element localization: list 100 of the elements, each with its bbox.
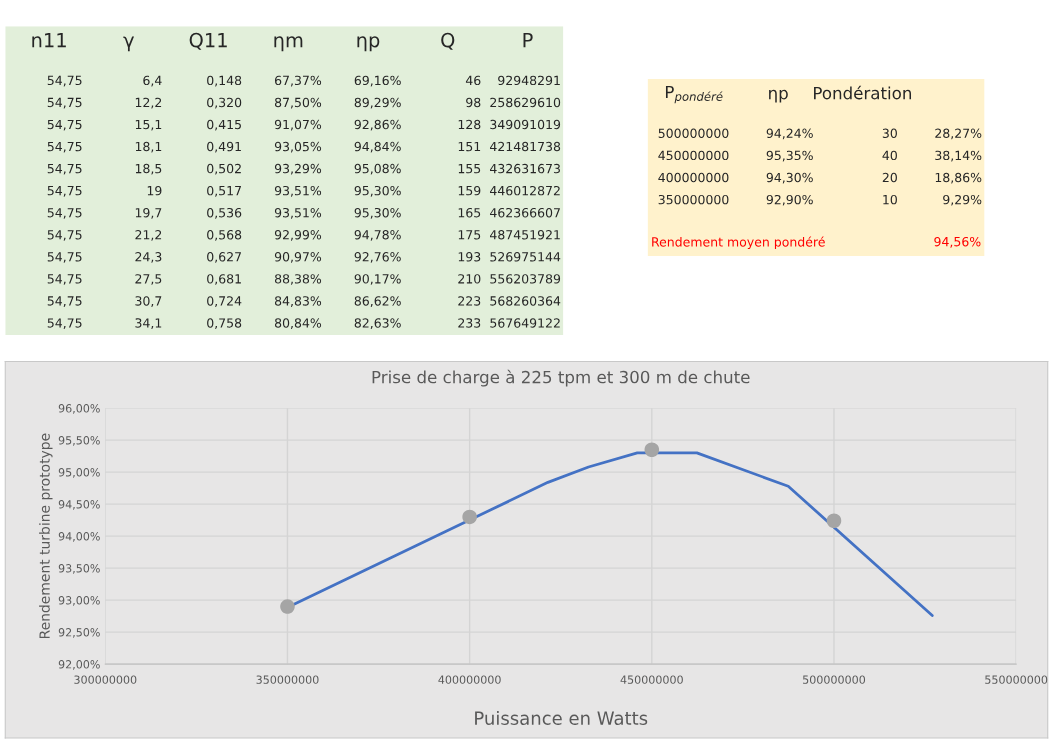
- text: 54,75: [47, 230, 82, 241]
- text: 165: [458, 207, 481, 218]
- text: 0,536: [207, 207, 242, 219]
- x-tick-label: 300000000: [74, 675, 137, 684]
- text: 0,758: [207, 318, 242, 329]
- text: 15,1: [135, 119, 162, 131]
- text: 92,99%: [274, 230, 322, 241]
- category-label: P: [523, 32, 533, 48]
- text: 28,27%: [935, 128, 982, 140]
- text: 92,76%: [354, 252, 401, 263]
- text: 19,7: [135, 207, 162, 219]
- text: 92948291: [498, 75, 560, 86]
- text: 233: [458, 318, 481, 328]
- text: 18,86%: [935, 172, 982, 184]
- point: [462, 509, 477, 525]
- text: 12,2: [135, 97, 162, 109]
- text: 94,30%: [766, 172, 813, 184]
- text: 94,84%: [354, 141, 401, 153]
- point: [644, 442, 660, 458]
- text: 0,568: [207, 230, 242, 241]
- y-tick-label: 95,00%: [58, 468, 100, 478]
- text: 450000000: [658, 150, 729, 161]
- text: 30: [882, 128, 897, 138]
- text: 0,502: [207, 163, 241, 175]
- text: 89,29%: [354, 97, 401, 109]
- text: 556203789: [490, 274, 561, 284]
- text: 432631673: [490, 163, 560, 174]
- text: 155: [458, 164, 481, 174]
- text: 54,75: [47, 296, 82, 307]
- text: 151: [458, 141, 481, 152]
- text: 54,75: [47, 274, 82, 285]
- text: 567649122: [490, 318, 560, 328]
- text: 90,97%: [274, 252, 322, 263]
- text: 446012872: [490, 185, 560, 196]
- x-tick-label: 450000000: [620, 675, 683, 684]
- text: 80,84%: [274, 318, 322, 329]
- text: 193: [458, 252, 481, 262]
- text: 210: [458, 274, 481, 284]
- y-tick-label: 94,50%: [58, 500, 100, 510]
- x-axis-title: Puissance en Watts: [475, 711, 648, 725]
- text: Rendement moyen pondéré: [652, 236, 825, 250]
- text: 93,29%: [274, 163, 322, 175]
- text: 421481738: [490, 141, 561, 152]
- text: 20: [882, 172, 897, 183]
- text: 0,627: [207, 252, 241, 263]
- text: 95,08%: [354, 163, 401, 175]
- text: 94,78%: [354, 230, 401, 241]
- text: 0,148: [207, 75, 242, 87]
- y-tick-label: 93,00%: [58, 596, 100, 606]
- text: 568260364: [490, 296, 561, 306]
- x-tick-label: 550000000: [985, 675, 1048, 684]
- category-label: Q: [441, 32, 455, 50]
- text: 91,07%: [274, 119, 322, 131]
- y-tick-label: 93,50%: [58, 564, 100, 574]
- y-tick-label: 96,00%: [58, 404, 100, 414]
- category-label: n11: [32, 32, 66, 48]
- text: 94,24%: [766, 128, 813, 140]
- text: 54,75: [47, 141, 82, 153]
- text: 462366607: [490, 207, 560, 218]
- text: 34,1: [135, 318, 162, 329]
- text: 128: [458, 119, 481, 130]
- text: 400000000: [658, 172, 729, 183]
- y-tick-label: 92,50%: [58, 628, 100, 638]
- text: 98: [466, 97, 481, 108]
- y-tick-label: 95,50%: [58, 436, 100, 446]
- point: [826, 513, 842, 529]
- text: 93,05%: [274, 141, 322, 153]
- text: 90,17%: [354, 274, 401, 285]
- text: 0,724: [207, 296, 242, 307]
- text: 95,35%: [766, 150, 813, 162]
- text: 30,7: [135, 296, 162, 307]
- text: 93,51%: [274, 185, 322, 197]
- text: 18,5: [135, 163, 162, 175]
- text: 84,83%: [274, 296, 322, 307]
- chart-title: Prise de charge à 225 tpm et 300 m de chute: [372, 369, 750, 387]
- text: 159: [458, 185, 481, 196]
- category-label: P$_{pondéré}$: [665, 85, 723, 104]
- text: 93,51%: [274, 207, 322, 219]
- text: 54,75: [47, 252, 82, 263]
- text: 54,75: [47, 97, 82, 109]
- text: 38,14%: [935, 150, 982, 162]
- text: 27,5: [135, 274, 162, 285]
- x-tick-label: 400000000: [438, 675, 501, 684]
- x-tick-label: 350000000: [256, 675, 319, 684]
- text: 54,75: [47, 186, 82, 197]
- text: 350000000: [658, 194, 729, 205]
- text: 82,63%: [354, 318, 401, 329]
- text: 0,491: [207, 141, 241, 153]
- text: 92,86%: [354, 119, 401, 131]
- y-tick-label: 94,00%: [58, 532, 100, 542]
- text: 223: [458, 296, 481, 306]
- text: 54,75: [47, 208, 82, 219]
- text: 86,62%: [354, 296, 401, 307]
- category-label: ηm: [274, 36, 303, 52]
- y-tick-label: 92,00%: [58, 660, 100, 670]
- text: 54,75: [47, 119, 82, 131]
- x-tick-label: 500000000: [803, 675, 866, 684]
- text: 258629610: [490, 97, 561, 108]
- category-label: Q11: [189, 32, 227, 50]
- text: 24,3: [135, 252, 162, 263]
